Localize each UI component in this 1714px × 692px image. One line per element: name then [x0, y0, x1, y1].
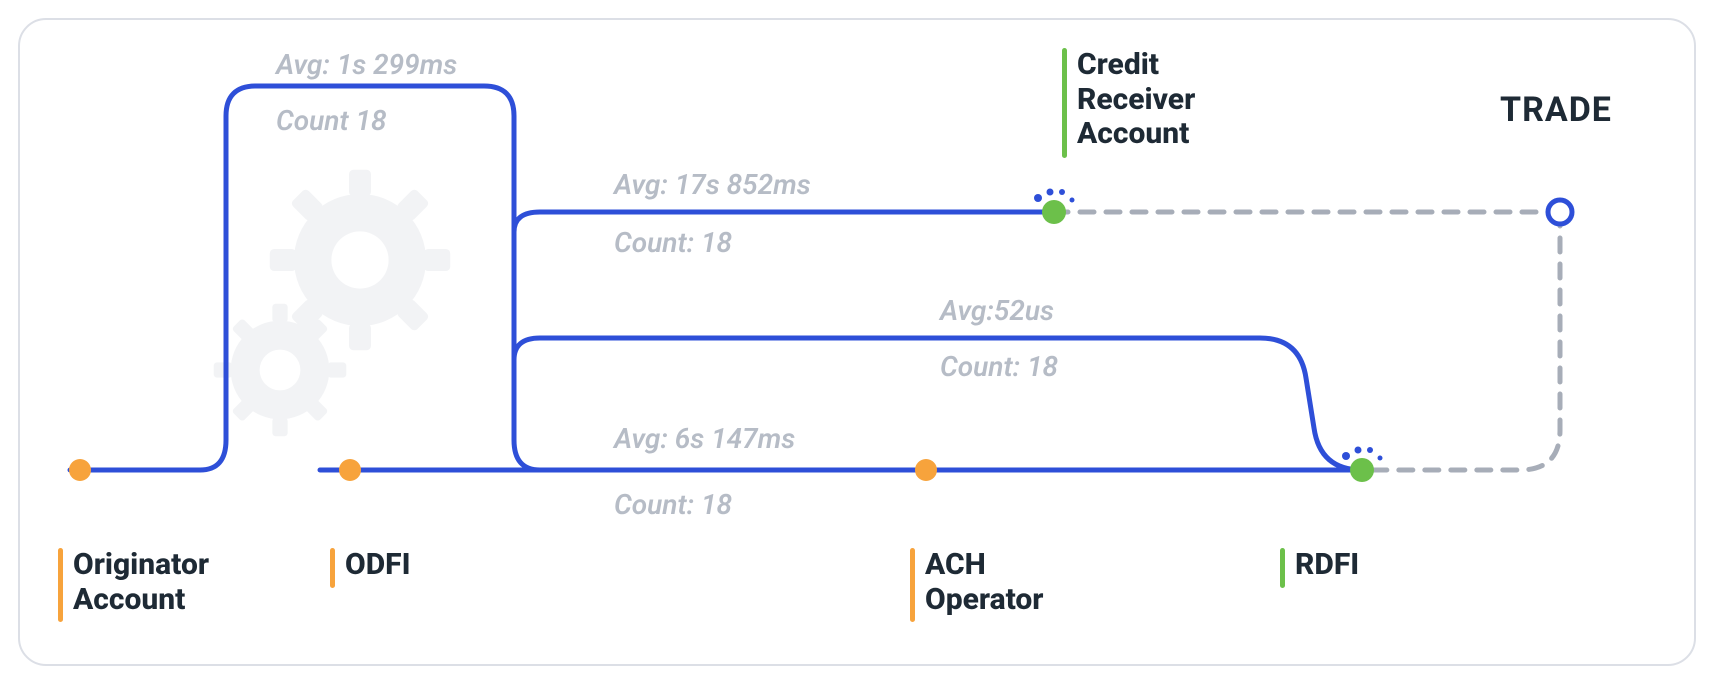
label-odfi: ODFI: [330, 548, 411, 588]
diagram-frame: [18, 18, 1696, 666]
bar-icon: [910, 548, 915, 622]
metric-2-avg: Avg: 17s 852ms: [614, 170, 811, 201]
bar-icon: [1062, 48, 1067, 158]
metric-4-count: Count: 18: [614, 490, 732, 521]
metric-4-avg: Avg: 6s 147ms: [614, 424, 795, 455]
label-text: ACH Operator: [925, 548, 1043, 617]
bar-icon: [1280, 548, 1285, 588]
metric-2-count: Count: 18: [614, 228, 732, 259]
bar-icon: [330, 548, 335, 588]
metric-1-count: Count 18: [276, 106, 386, 137]
bar-icon: [58, 548, 63, 622]
label-text: RDFI: [1295, 548, 1359, 583]
label-rdfi: RDFI: [1280, 548, 1359, 588]
label-trade: TRADE: [1500, 90, 1612, 130]
label-ach: ACH Operator: [910, 548, 1043, 622]
metric-3-avg: Avg:52us: [940, 296, 1054, 327]
label-credit: Credit Receiver Account: [1062, 48, 1195, 158]
label-text: Credit Receiver Account: [1077, 48, 1195, 152]
label-originator: Originator Account: [58, 548, 209, 622]
metric-1-avg: Avg: 1s 299ms: [276, 50, 457, 81]
label-text: ODFI: [345, 548, 411, 583]
metric-3-count: Count: 18: [940, 352, 1058, 383]
label-text: Originator Account: [73, 548, 209, 617]
